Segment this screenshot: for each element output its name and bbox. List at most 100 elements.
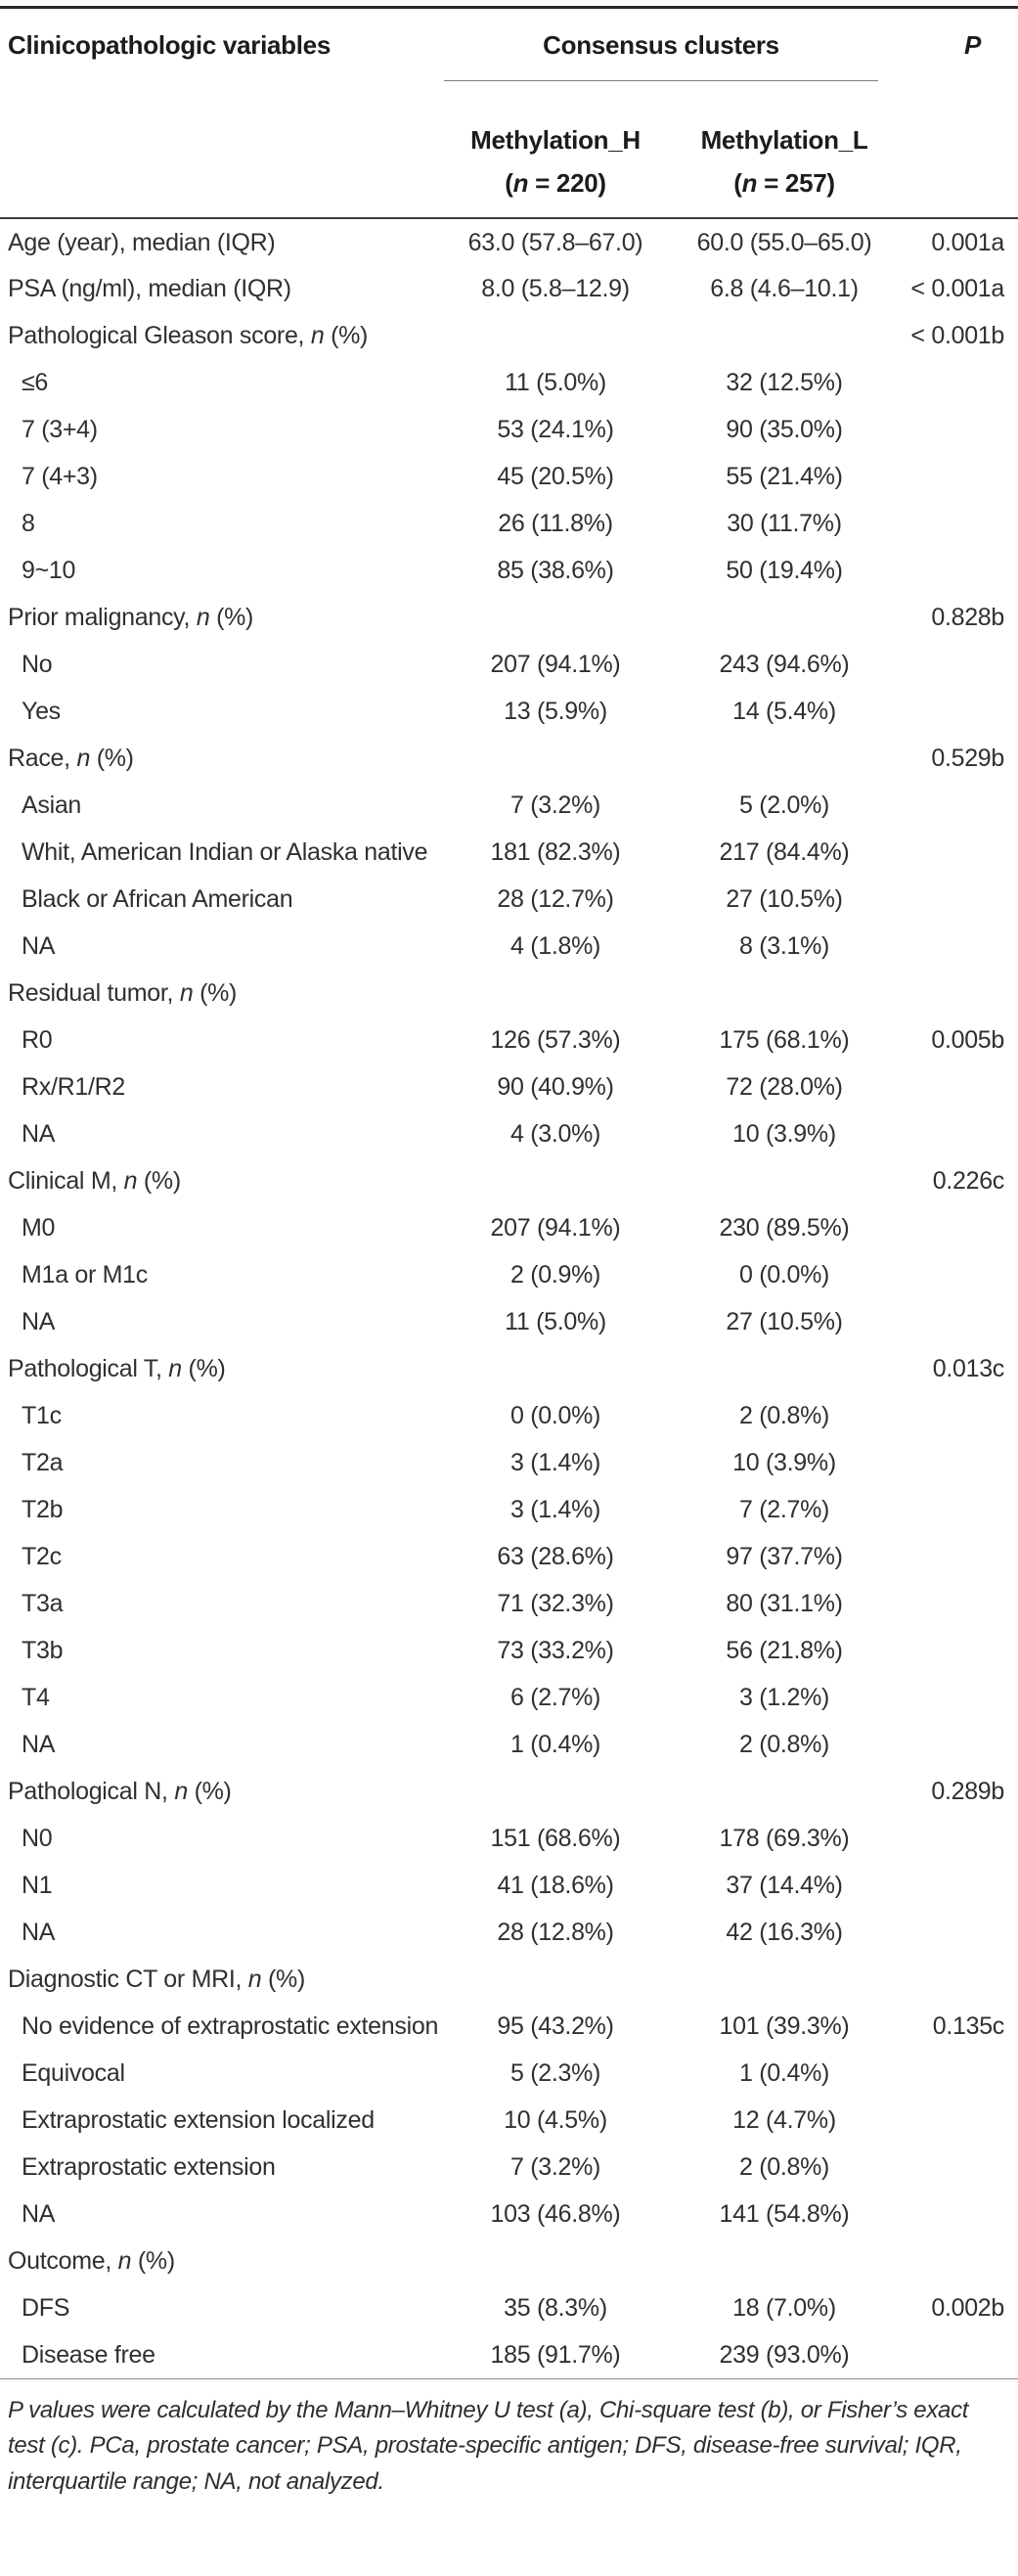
table-row: Pathological Gleason score, n (%) < 0.001… [0,312,1018,359]
methylation-h-value: 6 (2.7%) [509,1684,601,1711]
methylation-l-value: 1 (0.4%) [738,2059,830,2087]
table-row: Black or African American 28 (12.7%) 27 (1… [0,876,1018,923]
methylation-h-value: 90 (40.9%) [497,1073,614,1101]
methylation-l-value [669,1768,900,1815]
row-label: M1a or M1c [22,1261,148,1288]
table-row: Residual tumor, n (%) [0,970,1018,1017]
methylation-h-value: 207 (94.1%) [490,651,621,678]
p-value [900,970,1018,1017]
methylation-l-value: 2 (0.8%) [738,2153,830,2181]
p-value [900,1580,1018,1627]
p-value: < 0.001b [910,322,1005,349]
methylation-h-value: 41 (18.6%) [497,1872,614,1899]
table-row: T2b 3 (1.4%) 7 (2.7%) [0,1486,1018,1533]
methylation-h-value: 13 (5.9%) [504,698,607,725]
row-label: PSA (ng/ml), median (IQR) [8,275,291,302]
row-label: Asian [22,791,82,819]
row-label: 8 [22,510,35,537]
p-value [900,1110,1018,1157]
p-value [900,500,1018,547]
p-value [900,688,1018,735]
methylation-l-value: 72 (28.0%) [726,1073,843,1101]
row-label: NA [22,1120,56,1148]
row-label: No evidence of extraprostatic extension [22,2012,439,2040]
p-value [900,1063,1018,1110]
p-value [900,1909,1018,1956]
p-value: 0.135c [932,2012,1005,2040]
methylation-l-value: 90 (35.0%) [726,416,843,443]
row-label: T1c [22,1402,62,1429]
methylation-h-value [442,1345,669,1392]
row-label: Outcome, n (%) [8,2247,175,2275]
methylation-h-value [442,312,669,359]
p-value [900,406,1018,453]
table-row: Yes 13 (5.9%) 14 (5.4%) [0,688,1018,735]
p-value [900,547,1018,594]
methylation-l-value: 60.0 (55.0–65.0) [696,229,872,256]
p-value [900,2144,1018,2191]
methylation-l-value: 27 (10.5%) [726,885,843,913]
methylation-l-value [669,1157,900,1204]
row-label: Age (year), median (IQR) [8,229,276,256]
p-value: 0.289b [931,1778,1005,1805]
row-label: No [22,651,53,678]
p-value [900,1486,1018,1533]
methylation-l-value: 5 (2.0%) [738,791,830,819]
table-header: Clinicopathologic variables Consensus cl… [0,8,1018,218]
table-row: NA 4 (1.8%) 8 (3.1%) [0,923,1018,970]
methylation-h-value: 3 (1.4%) [509,1496,601,1523]
methylation-h-value: 35 (8.3%) [504,2294,607,2322]
methylation-h-n: (n = 220) [505,168,606,198]
table-row: T2c 63 (28.6%) 97 (37.7%) [0,1533,1018,1580]
methylation-h-value: 63.0 (57.8–67.0) [467,229,643,256]
row-label: Diagnostic CT or MRI, n (%) [8,1966,306,1993]
col-header-p: P [963,30,982,60]
clinicopathologic-table: Clinicopathologic variables Consensus cl… [0,6,1018,2379]
p-value: 0.002b [931,2294,1005,2322]
table-row: NA 4 (3.0%) 10 (3.9%) [0,1110,1018,1157]
methylation-h-name: Methylation_H [470,125,641,155]
table-row: Outcome, n (%) [0,2237,1018,2284]
methylation-l-value: 101 (39.3%) [719,2012,850,2040]
p-value: 0.005b [931,1026,1005,1054]
col-header-consensus-clusters: Consensus clusters [442,8,900,106]
table-row: R0 126 (57.3%) 175 (68.1%) 0.005b [0,1017,1018,1063]
methylation-h-value [442,735,669,782]
col-header-methylation-l: Methylation_L (n = 257) [669,105,900,218]
methylation-h-value: 4 (3.0%) [509,1120,601,1148]
methylation-h-value: 103 (46.8%) [490,2200,621,2228]
p-value [900,453,1018,500]
methylation-h-value: 0 (0.0%) [509,1402,601,1429]
table-row: T3a 71 (32.3%) 80 (31.1%) [0,1580,1018,1627]
row-label: Prior malignancy, n (%) [8,604,254,631]
p-value [900,782,1018,829]
methylation-h-value: 7 (3.2%) [509,2153,601,2181]
methylation-l-value [669,2237,900,2284]
methylation-l-value: 3 (1.2%) [738,1684,830,1711]
table-row: Rx/R1/R2 90 (40.9%) 72 (28.0%) [0,1063,1018,1110]
table-row: No 207 (94.1%) 243 (94.6%) [0,641,1018,688]
methylation-l-value: 141 (54.8%) [719,2200,850,2228]
methylation-h-value: 26 (11.8%) [498,510,613,537]
table-row: Pathological T, n (%) 0.013c [0,1345,1018,1392]
methylation-h-value: 2 (0.9%) [509,1261,601,1288]
methylation-h-value: 71 (32.3%) [497,1590,614,1617]
methylation-l-value: 14 (5.4%) [732,698,836,725]
methylation-l-value: 2 (0.8%) [738,1731,830,1758]
methylation-h-value: 181 (82.3%) [490,838,621,866]
methylation-l-value: 37 (14.4%) [726,1872,843,1899]
table-row: N0 151 (68.6%) 178 (69.3%) [0,1815,1018,1862]
col-header-methylation-h: Methylation_H (n = 220) [442,105,669,218]
table-row: 9~10 85 (38.6%) 50 (19.4%) [0,547,1018,594]
methylation-l-value: 10 (3.9%) [732,1449,836,1476]
methylation-l-value: 217 (84.4%) [719,838,850,866]
row-label: Disease free [22,2341,155,2369]
row-label: ≤6 [22,369,49,396]
methylation-l-value: 230 (89.5%) [719,1214,850,1242]
methylation-h-value: 28 (12.7%) [497,885,614,913]
row-label: Whit, American Indian or Alaska native [22,838,428,866]
row-label: Pathological Gleason score, n (%) [8,322,369,349]
p-value [900,2331,1018,2378]
table-row: NA 103 (46.8%) 141 (54.8%) [0,2191,1018,2237]
p-value [900,1627,1018,1674]
